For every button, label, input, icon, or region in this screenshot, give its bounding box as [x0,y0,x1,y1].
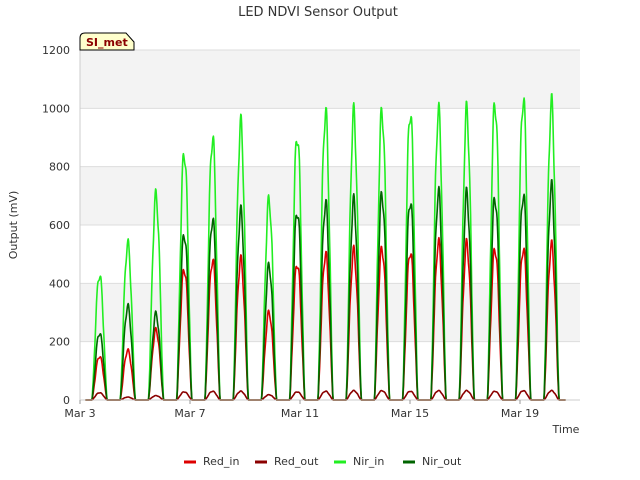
band-1000 [80,50,580,109]
legend-item-nir-in: Nir_in [334,455,384,468]
series-nir-in [85,93,566,401]
chart-title: LED NDVI Sensor Output [238,5,398,20]
site-tag-label: SI_met [86,36,128,49]
legend-item-red-out: Red_out [255,455,319,468]
legend-label: Red_out [274,455,319,468]
series-line-red-out [85,389,566,401]
series-nir-out [85,179,566,401]
x-tick-label: Mar 15 [391,407,429,420]
y-tick-label: 1200 [42,44,70,57]
x-tick-label: Mar 3 [64,407,95,420]
series-line-nir-out [85,179,566,401]
legend-label: Nir_in [353,455,384,468]
y-tick-label: 0 [63,394,70,407]
site-tag-box [79,32,135,51]
x-axis-label: Time [552,423,580,436]
legend-item-nir-out: Nir_out [403,455,462,468]
legend: Red_in Red_out Nir_in Nir_out [184,455,462,468]
axes [79,50,580,401]
series-layer [85,93,566,401]
site-tag: SI_met [79,32,135,51]
y-tick-label: 1000 [42,102,70,115]
legend-item-red-in: Red_in [184,455,239,468]
legend-label: Red_in [203,455,239,468]
y-tick-label: 400 [49,277,70,290]
x-tick-label: Mar 7 [174,407,205,420]
x-tick-label: Mar 11 [281,407,319,420]
series-red-out [85,389,566,401]
y-tick-label: 800 [49,161,70,174]
y-axis-label: Output (mV) [7,191,20,260]
y-tick-label: 600 [49,219,70,232]
x-tick-label: Mar 19 [501,407,539,420]
tick-labels: 0 200 400 600 800 1000 1200 Mar 3 Mar 7 Mar 11 Mar… [42,44,539,420]
series-line-nir-in [85,93,566,401]
legend-label: Nir_out [422,455,462,468]
y-tick-label: 200 [49,336,70,349]
